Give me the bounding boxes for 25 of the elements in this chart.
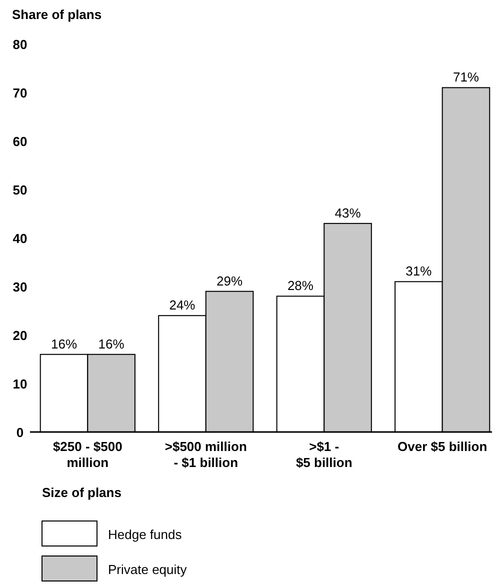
data-label: 71% <box>452 70 480 85</box>
x-tick-label: $250 - $500 million <box>52 439 122 470</box>
data-label: 24% <box>169 298 196 313</box>
data-label: 29% <box>216 273 243 288</box>
y-tick-label: 60 <box>12 134 28 149</box>
y-tick-label: 50 <box>12 182 28 198</box>
data-label: 16% <box>98 336 125 352</box>
data-label: 16% <box>50 336 78 352</box>
x-axis-title: Size of plans <box>42 485 122 500</box>
y-tick-label: 0 <box>16 425 24 440</box>
data-label: 31% <box>406 264 432 279</box>
y-tick-label: 10 <box>12 376 28 392</box>
y-tick-label: 70 <box>12 86 28 100</box>
legend-label: Private equity <box>108 562 188 577</box>
x-tick-label: >$1 - $5 billion <box>296 439 352 470</box>
y-axis-title: Share of plans <box>12 7 102 22</box>
x-tick-label: >$500 million - $1 billion <box>164 439 247 470</box>
data-label: 28% <box>287 278 314 294</box>
y-tick-label: 40 <box>12 231 28 246</box>
x-tick-label: Over $5 billion <box>398 439 488 454</box>
y-tick-label: 30 <box>12 280 28 294</box>
legend-label: Hedge funds <box>108 527 182 542</box>
y-tick-label: 20 <box>12 328 28 343</box>
y-tick-label: 80 <box>12 37 28 52</box>
data-label: 43% <box>334 205 362 220</box>
